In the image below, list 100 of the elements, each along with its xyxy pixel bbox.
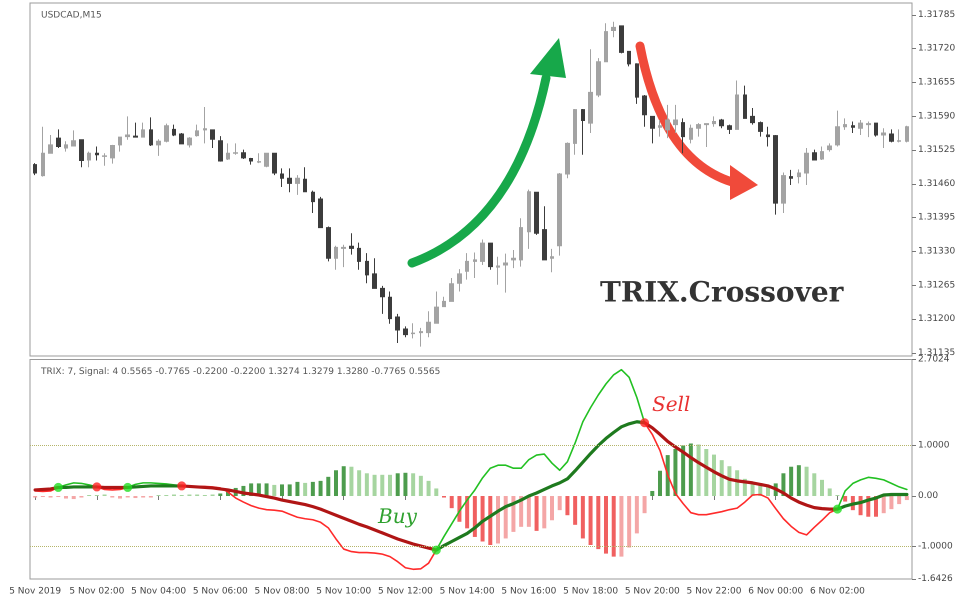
candlestick <box>843 118 847 130</box>
candlestick <box>380 285 385 314</box>
bar <box>542 496 546 528</box>
candlestick <box>195 124 199 138</box>
candlestick <box>426 310 431 338</box>
y-tick-label: 1.31785 <box>918 10 956 20</box>
candlestick <box>110 144 115 164</box>
candlestick <box>326 226 331 262</box>
candlestick <box>681 118 685 154</box>
candlestick <box>596 58 601 98</box>
candlestick <box>511 249 516 269</box>
point <box>832 504 842 514</box>
candlestick <box>395 313 400 344</box>
candlestick <box>766 126 770 147</box>
bar <box>218 493 222 496</box>
candlestick <box>87 151 91 168</box>
point <box>92 482 102 492</box>
candlestick <box>604 22 608 63</box>
bar <box>526 496 531 527</box>
bar <box>634 496 639 534</box>
candlestick <box>542 206 547 261</box>
candlestick <box>156 138 161 156</box>
candlestick <box>187 136 192 148</box>
candlestick <box>226 142 230 161</box>
bar <box>496 496 500 544</box>
bar <box>658 470 662 496</box>
x-tick-label: 5 Nov 12:00 <box>378 586 434 596</box>
candlestick <box>272 152 277 176</box>
bar <box>310 482 315 496</box>
candlestick <box>573 108 577 156</box>
bar <box>812 473 816 496</box>
candlestick <box>41 126 45 178</box>
x-tick-label: 5 Nov 18:00 <box>563 586 618 596</box>
candlestick <box>71 130 76 147</box>
bar <box>372 474 377 496</box>
candlestick <box>287 168 292 193</box>
x-tick-label: 5 Nov 20:00 <box>624 586 680 596</box>
candlestick <box>149 116 153 146</box>
bar <box>673 449 678 496</box>
bar <box>349 466 354 496</box>
candlestick <box>851 121 855 134</box>
candlestick <box>519 218 523 268</box>
candlestick <box>365 252 369 284</box>
candlestick <box>33 162 37 176</box>
y-tick-label: 1.0000 <box>918 440 950 450</box>
bar <box>696 444 701 496</box>
annotation: TRIX.Crossover <box>600 276 845 308</box>
candlestick <box>704 122 709 148</box>
candlestick <box>835 110 840 147</box>
candlestick <box>727 124 732 135</box>
bar <box>264 483 269 496</box>
x-tick-label: 5 Nov 14:00 <box>440 586 495 596</box>
candlestick <box>434 291 439 324</box>
candlestick <box>318 196 323 229</box>
candlestick <box>897 128 901 143</box>
y-tick-label: 1.31200 <box>918 314 956 324</box>
bar <box>604 496 608 554</box>
bar <box>650 490 654 496</box>
candlestick <box>349 232 354 256</box>
bar <box>550 496 554 520</box>
bar <box>411 473 416 496</box>
bar <box>889 496 894 510</box>
x-tick-label: 5 Nov 10:00 <box>316 586 372 596</box>
candlestick <box>827 142 832 152</box>
y-tick-label: 1.31330 <box>918 246 956 257</box>
point <box>177 481 186 490</box>
candlestick <box>743 85 747 120</box>
candlestick <box>357 242 361 270</box>
candlestick <box>141 122 145 138</box>
candlestick <box>642 94 647 128</box>
bar <box>396 473 400 496</box>
y-tick-label: -1.6426 <box>918 574 954 584</box>
bar <box>334 470 338 496</box>
y-tick-label: -1.0000 <box>918 542 954 552</box>
candlestick <box>465 252 469 280</box>
candlestick <box>820 146 824 161</box>
y-tick-label: 1.31395 <box>918 212 956 223</box>
candlestick <box>781 172 786 214</box>
candlestick <box>442 296 446 308</box>
bar <box>418 476 423 496</box>
bar <box>828 488 832 496</box>
bar <box>580 496 585 538</box>
bar <box>388 474 392 496</box>
y-tick-label: 1.31590 <box>918 111 956 122</box>
candlestick <box>503 253 508 294</box>
candlestick <box>565 142 570 179</box>
bar <box>364 473 369 496</box>
bar <box>426 480 431 496</box>
candlestick <box>635 62 639 104</box>
candlestick <box>102 152 107 166</box>
candlestick <box>812 149 817 162</box>
bar <box>612 496 616 557</box>
candlestick <box>658 119 662 138</box>
candlestick <box>411 322 415 339</box>
candlestick <box>388 291 392 324</box>
point <box>54 482 63 492</box>
candlestick <box>457 268 462 292</box>
bar <box>796 465 801 496</box>
bar <box>704 449 708 496</box>
x-tick-label: 5 Nov 08:00 <box>254 586 310 596</box>
